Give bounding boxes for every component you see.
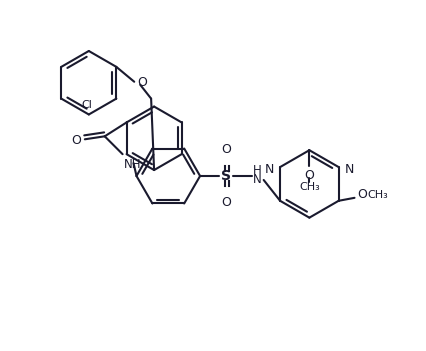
Text: O: O	[357, 188, 367, 201]
Text: S: S	[221, 169, 231, 183]
Text: O: O	[221, 196, 231, 209]
Text: NH: NH	[124, 158, 141, 171]
Text: O: O	[71, 134, 81, 147]
Text: N: N	[345, 163, 354, 176]
Text: O: O	[137, 76, 147, 89]
Text: O: O	[305, 169, 314, 182]
Text: N: N	[265, 163, 274, 176]
Text: Cl: Cl	[81, 100, 92, 110]
Text: CH₃: CH₃	[368, 190, 388, 200]
Text: H: H	[253, 164, 262, 177]
Text: CH₃: CH₃	[299, 182, 320, 192]
Text: O: O	[221, 143, 231, 156]
Text: N: N	[253, 173, 262, 186]
